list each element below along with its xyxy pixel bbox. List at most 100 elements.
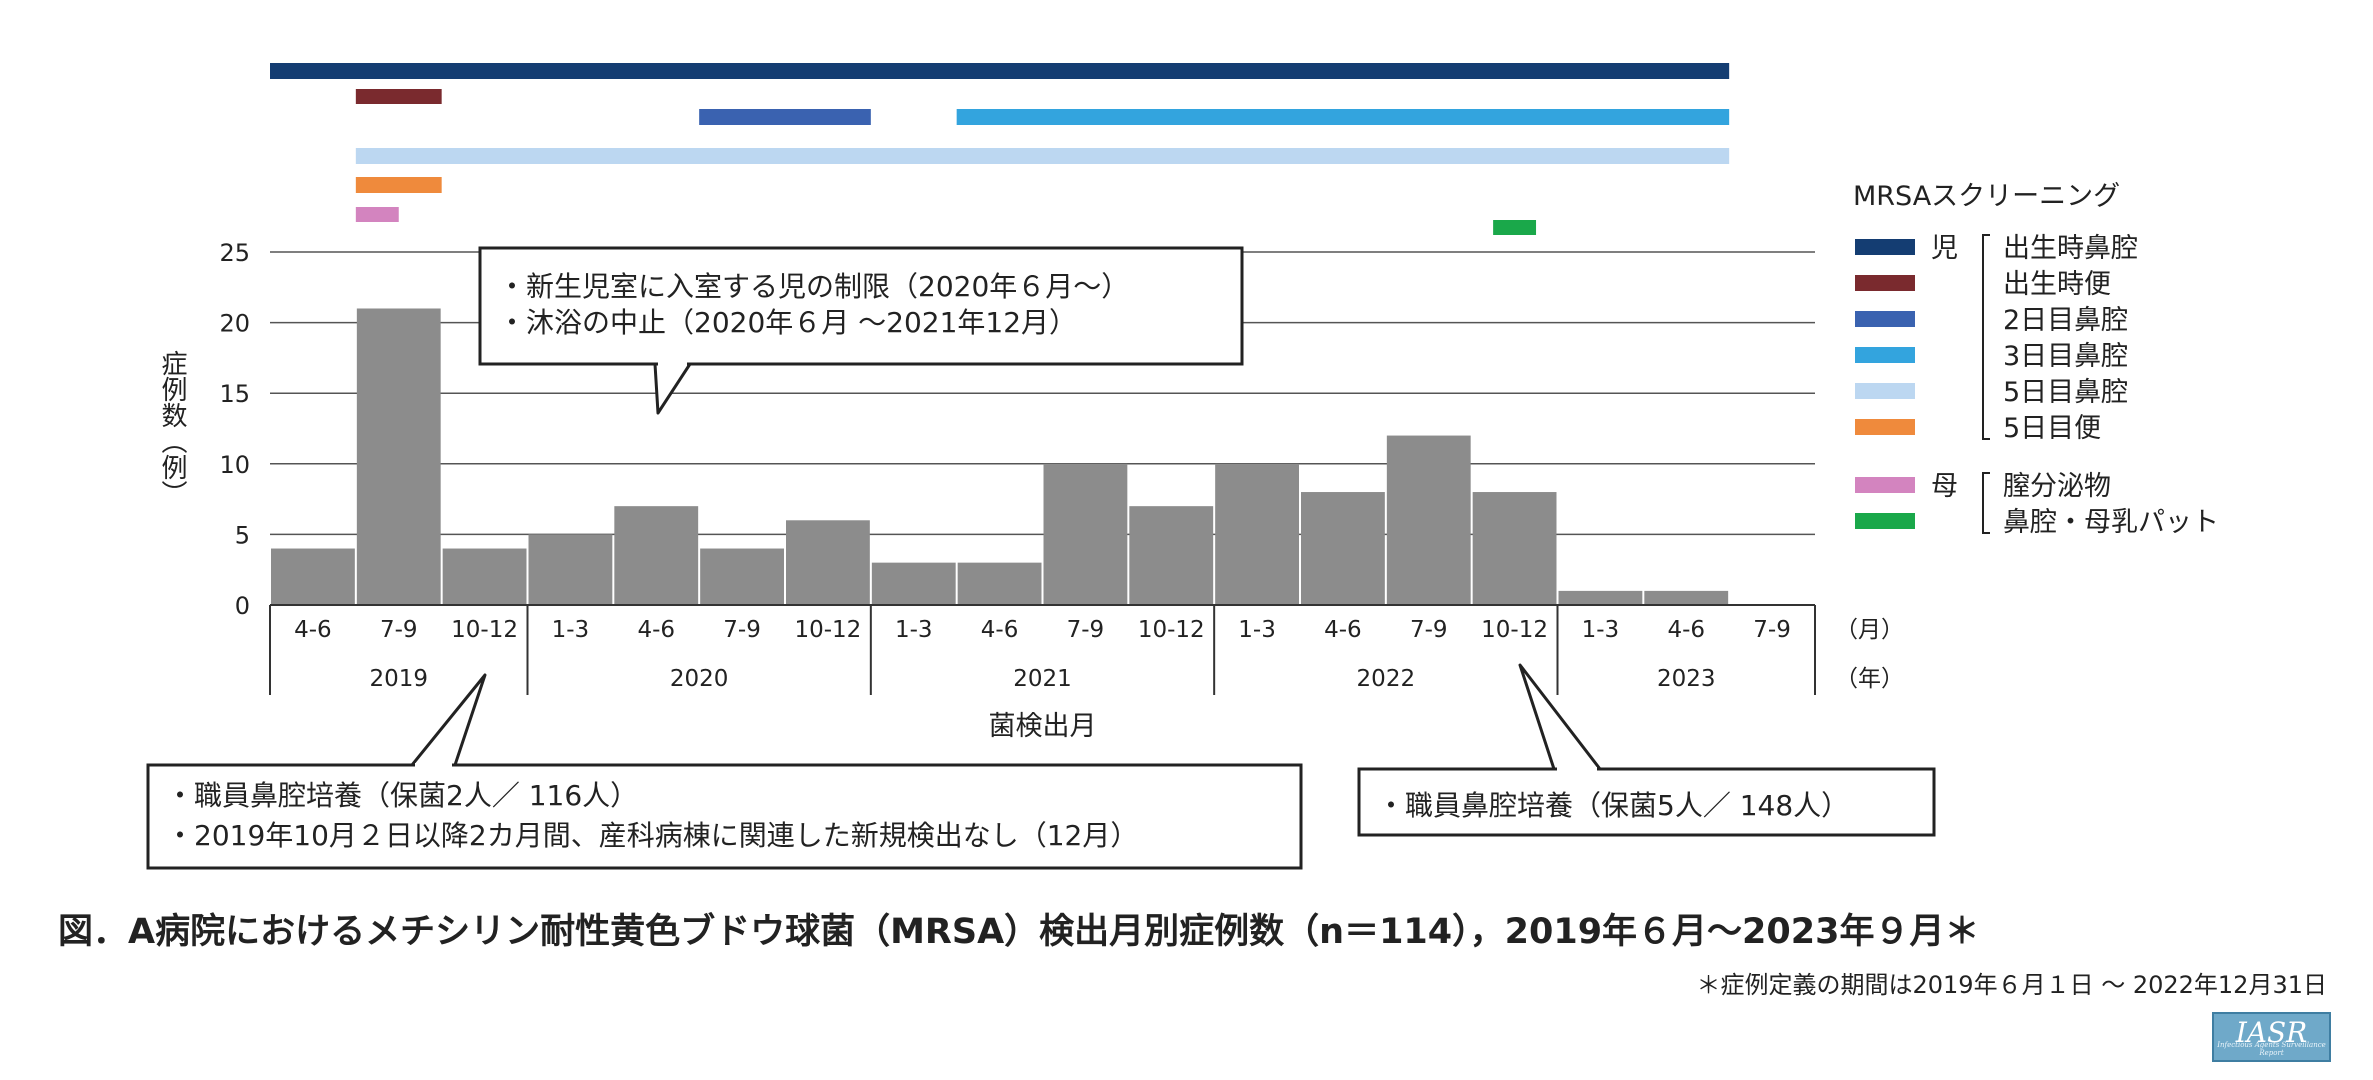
x-tick-label: 4-6 [1324,617,1362,643]
x-tick-label: 4-6 [1667,617,1705,643]
legend-bracket [1982,234,1990,440]
callout-tail [1518,663,1602,770]
legend-swatch [1855,383,1915,399]
x-tick-label: 7-9 [1410,617,1448,643]
bar [528,534,613,605]
x-tick-label: 4-6 [637,617,675,643]
bar [1043,463,1128,605]
bar [1301,492,1385,605]
bar [1129,506,1214,605]
legend-swatch [1855,311,1915,327]
callout-text: ・沐浴の中止（2020年６月 ～2021年12月） [498,306,1077,339]
callout-text: ・職員鼻腔培養（保菌5人／ 148人） [1377,789,1849,822]
x-tick-label: 10-12 [451,617,518,643]
iasr-logo: IASR Infectious Agents Surveillance Repo… [2212,1012,2331,1062]
screening-period-bar [355,177,442,193]
legend-swatch [1855,419,1915,435]
logo-subtitle: Infectious Agents Surveillance Report [2217,1041,2326,1057]
bar [957,562,1042,605]
x-tick-label: 4-6 [294,617,332,643]
x-tick-label: 7-9 [1067,617,1105,643]
y-tick-label: 20 [219,310,250,338]
legend-item-label: 3日目鼻腔 [2003,341,2128,372]
legend-swatch [1855,275,1915,291]
y-tick-label: 5 [235,521,250,549]
legend-item-label: 2日目鼻腔 [2003,305,2128,336]
screening-periods [270,63,1730,235]
x-tick-label: 10-12 [1481,617,1548,643]
screening-period-bar [355,148,1730,164]
legend-swatch [1855,239,1915,255]
legend-item-label: 5日目便 [2003,413,2101,444]
year-label: 2022 [1357,666,1416,692]
x-tick-label: 1-3 [895,617,933,643]
x-tick-label: 1-3 [1238,617,1276,643]
screening-period-bar [956,109,1730,125]
bar [1558,590,1643,605]
screening-period-bar [699,109,871,125]
bar [1644,590,1729,605]
callout-text: ・職員鼻腔培養（保菌2人／ 116人） [166,779,638,812]
callout-box [1357,767,1936,837]
legend-title: MRSAスクリーニング [1853,181,2120,212]
axes: 0 5 10 15 20 25 症例数（例） 4-6 7-9 10-12 1-3 4-6 7-9 10-1… [157,239,1904,742]
callout-text: ・2019年10月２日以降2カ月間、産科病棟に関連した新規検出なし（12月） [166,819,1138,852]
bar [271,548,355,605]
callout-tail [653,363,692,415]
figure-title: 図．A病院におけるメチシリン耐性黄色ブドウ球菌（MRSA）検出月別症例数（n＝1… [58,911,1979,952]
bar [871,562,956,605]
year-unit-label: （年） [1835,666,1904,692]
legend-swatch [1855,477,1915,493]
y-axis-label: 症例数（例） [157,350,187,506]
screening-period-bar [270,63,1730,79]
bar [786,520,870,605]
x-tick-label: 1-3 [552,617,590,643]
screening-period-bar [355,207,399,222]
year-label: 2020 [670,666,729,692]
bar [1215,463,1299,605]
legend-item-label: 出生時鼻腔 [2003,233,2138,264]
callouts: ・新生児室に入室する児の制限（2020年６月～）・沐浴の中止（2020年６月 ～… [146,246,1936,870]
legend-swatch [1855,347,1915,363]
x-tick-label: 10-12 [794,617,861,643]
x-tick-label: 7-9 [380,617,418,643]
year-label: 2021 [1013,666,1072,692]
callout-box [478,246,1244,366]
y-tick-label: 10 [219,451,250,479]
legend-swatch [1855,513,1915,529]
bars [271,308,1729,605]
x-tick-label: 7-9 [723,617,761,643]
callout-text: ・新生児室に入室する児の制限（2020年６月～） [498,270,1129,303]
bar [1472,492,1557,605]
legend-item-label: 膣分泌物 [2003,471,2111,502]
x-tick-label: 10-12 [1138,617,1205,643]
x-tick-label: 7-9 [1753,617,1791,643]
y-tick-label: 15 [219,380,250,408]
callout-box [146,763,1303,870]
x-tick-label: 1-3 [1582,617,1620,643]
bar [442,548,527,605]
logo-text: IASR [2235,1016,2308,1049]
bar [356,308,441,605]
legend-item-label: 出生時便 [2003,269,2111,300]
bar [1386,435,1471,605]
year-label: 2023 [1657,666,1716,692]
x-axis-label: 菌検出月 [989,711,1097,742]
legend-item-label: 5日目鼻腔 [2003,377,2128,408]
year-label: 2019 [369,666,428,692]
figure-footnote: ＊症例定義の期間は2019年６月１日 ～ 2022年12月31日 [1697,971,2328,999]
month-unit-label: （月） [1835,617,1904,643]
x-tick-label: 4-6 [981,617,1019,643]
legend-item-label: 鼻腔・母乳パット [2003,507,2219,538]
legend-group-label: 児 [1931,233,1958,264]
screening-period-bar [1493,220,1537,235]
legend-bracket [1982,472,1990,534]
bar [700,548,784,605]
bar [614,506,699,605]
y-tick-label: 0 [235,592,250,620]
legend-group-label: 母 [1931,471,1958,502]
callout-tail [410,673,487,766]
screening-period-bar [355,89,442,104]
